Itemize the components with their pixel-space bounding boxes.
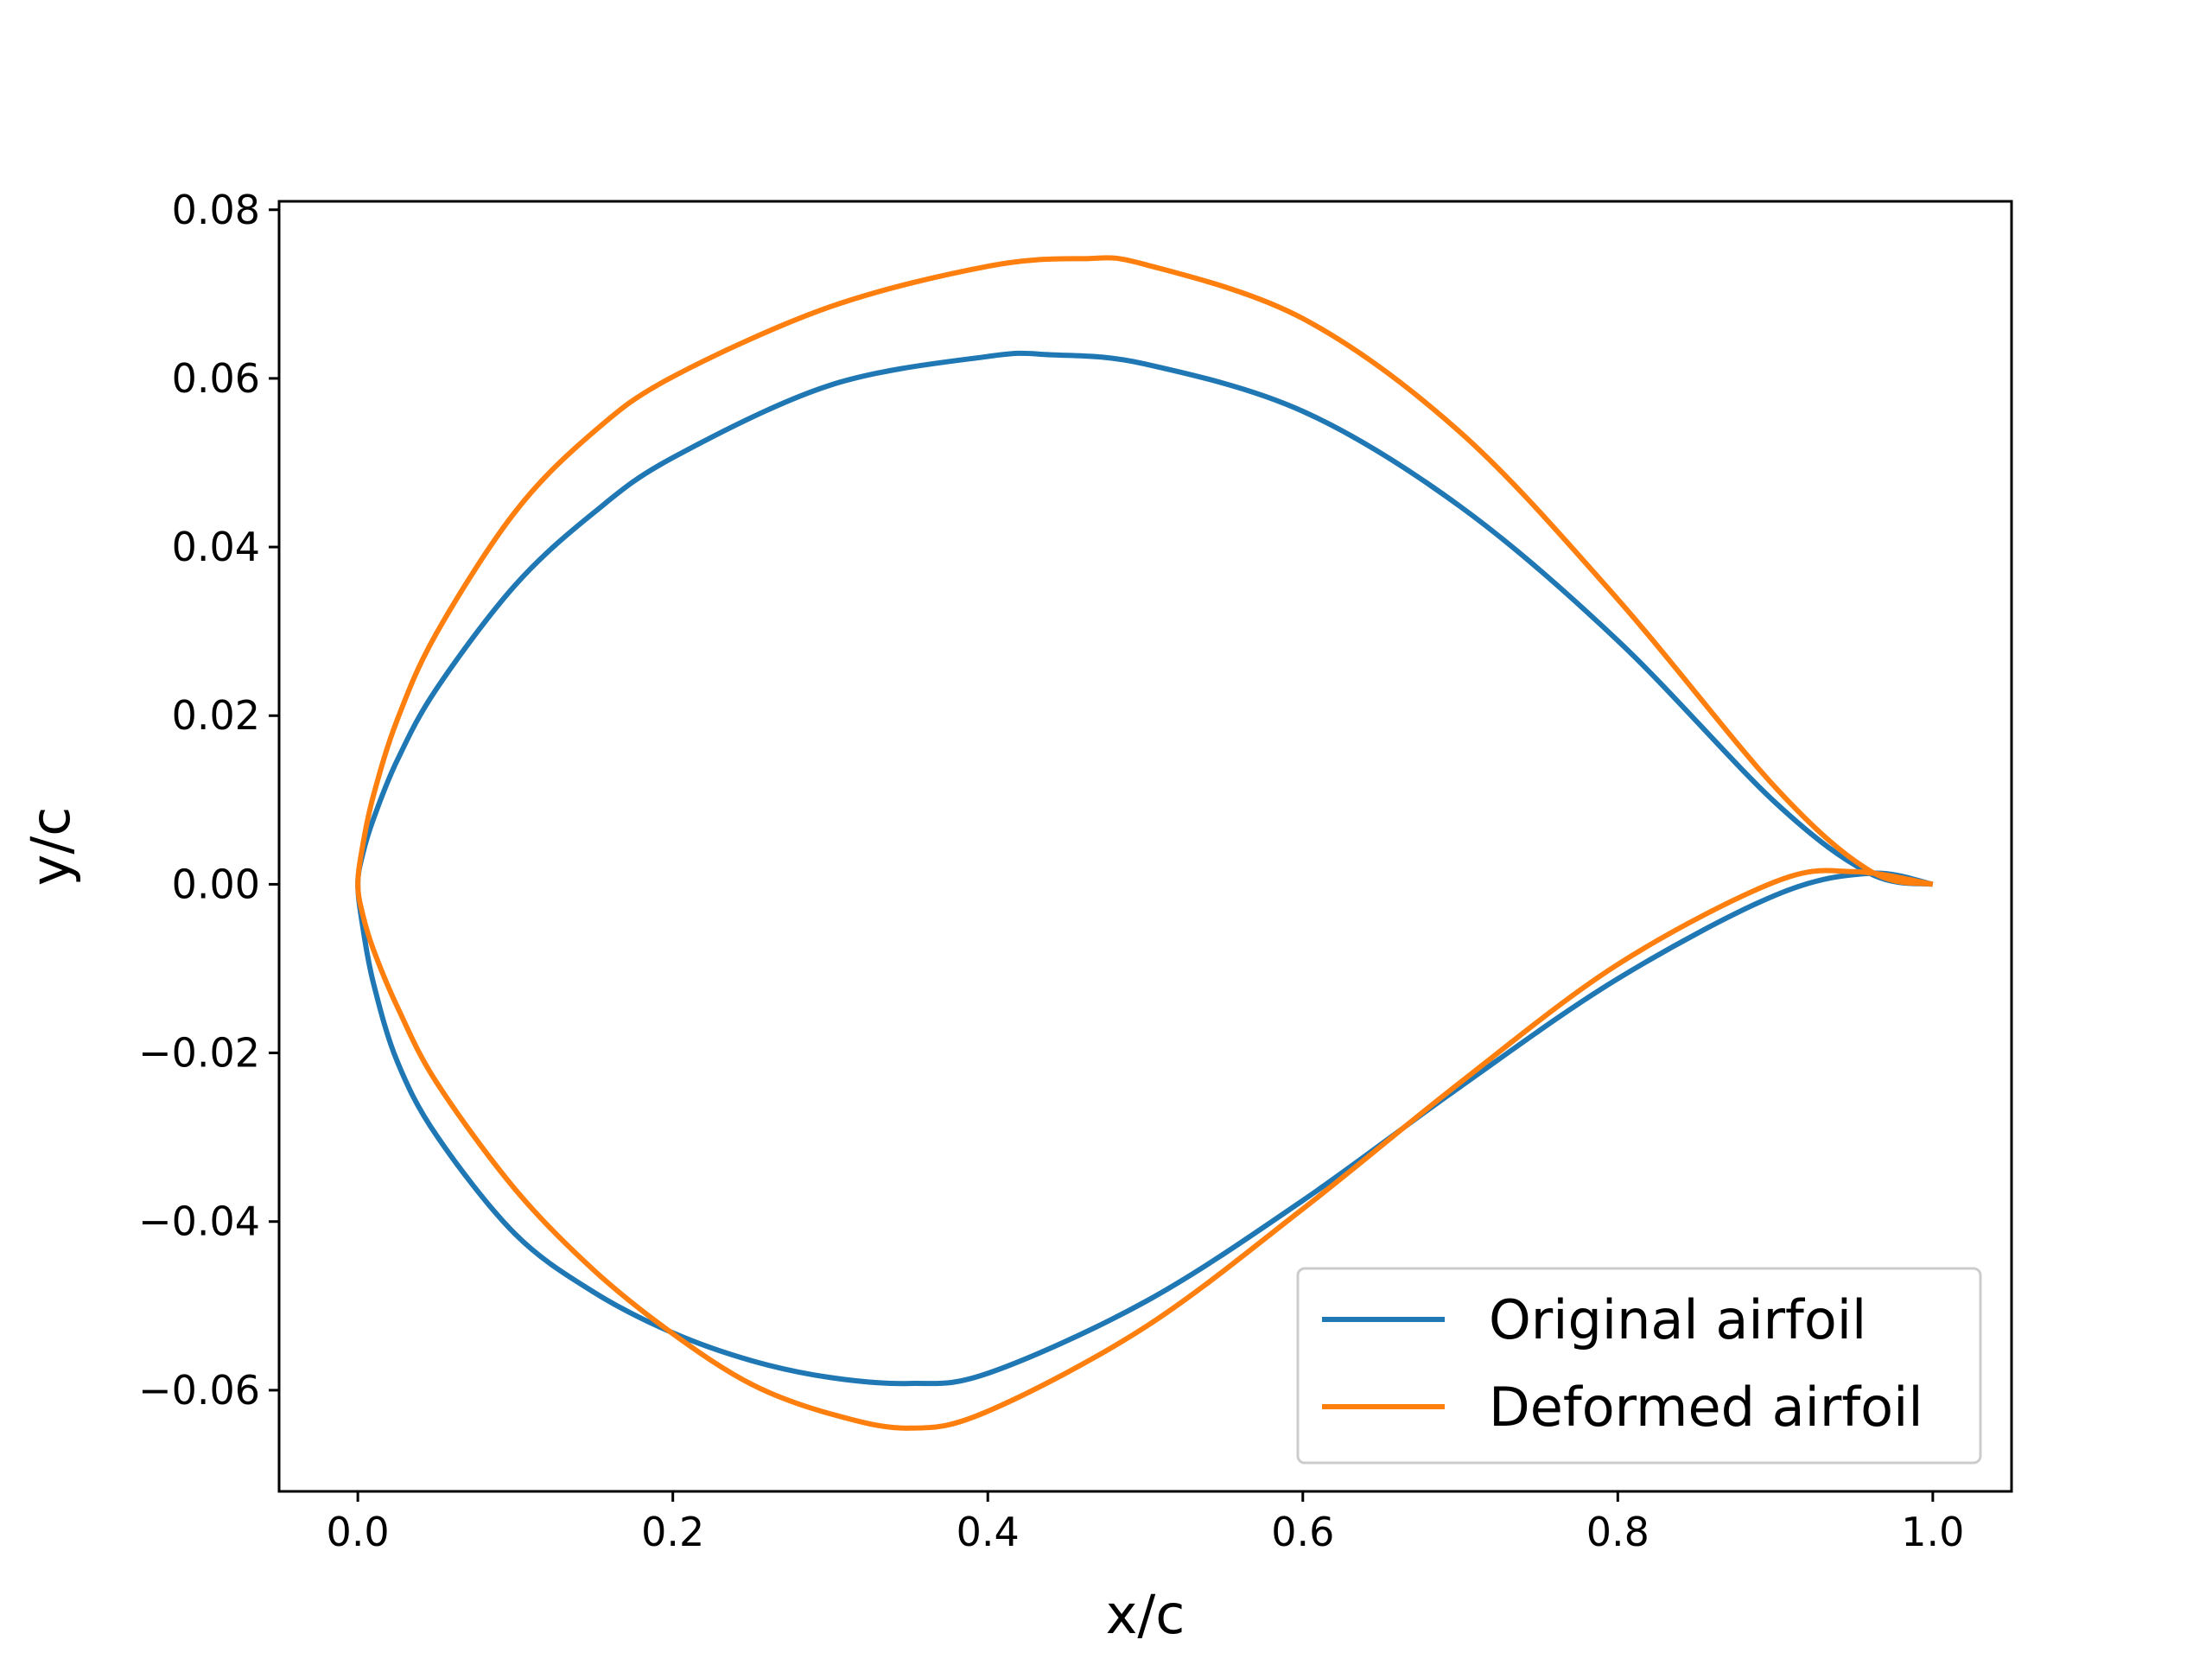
x-tick-label: 0.2 — [641, 1509, 704, 1555]
y-tick-label: 0.04 — [172, 524, 260, 570]
y-axis-ticks: 0.08 0.06 0.04 0.02 0.00 −0.02 −0.04 −0.06 — [138, 187, 279, 1414]
legend: Original airfoil Deformed airfoil — [1296, 1267, 1982, 1465]
y-tick-label: −0.02 — [138, 1030, 260, 1077]
series-layer — [355, 255, 1934, 1431]
x-axis-ticks: 0.0 0.2 0.4 0.6 0.8 1.0 — [327, 1491, 1964, 1555]
y-axis-label: y/c — [19, 807, 82, 887]
y-tick-label: 0.02 — [172, 692, 260, 739]
x-tick-label: 0.0 — [327, 1509, 390, 1555]
legend-box — [1296, 1267, 1982, 1465]
y-tick-label: 0.00 — [172, 861, 260, 907]
series-deformed-airfoil — [355, 255, 1934, 1431]
x-axis-label: x/c — [1106, 1583, 1185, 1646]
x-tick-label: 0.4 — [957, 1509, 1020, 1555]
y-tick-label: 0.08 — [172, 187, 260, 233]
legend-entry-deformed: Deformed airfoil — [1489, 1376, 1923, 1439]
y-tick-label: −0.06 — [138, 1367, 260, 1414]
y-tick-label: −0.04 — [138, 1198, 260, 1245]
plot-frame — [277, 200, 2013, 1493]
legend-entry-original: Original airfoil — [1489, 1288, 1866, 1351]
x-tick-label: 0.8 — [1586, 1509, 1649, 1555]
x-tick-label: 0.6 — [1271, 1509, 1334, 1555]
x-tick-label: 1.0 — [1901, 1509, 1964, 1555]
y-tick-label: 0.06 — [172, 355, 260, 402]
